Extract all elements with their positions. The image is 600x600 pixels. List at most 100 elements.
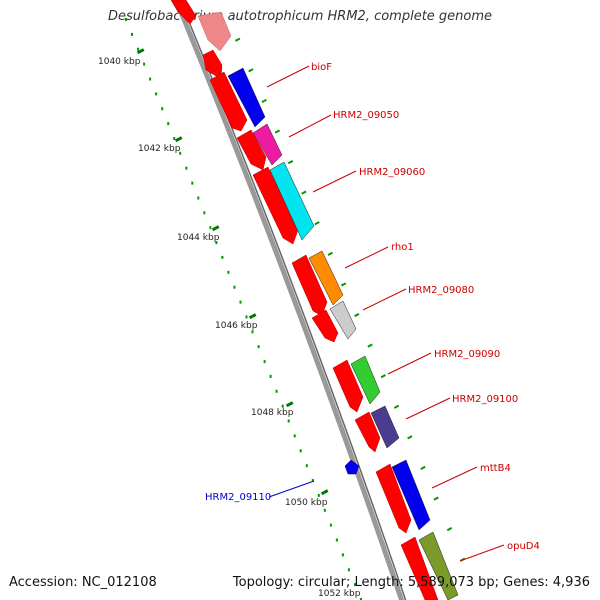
gene-HRM2_09100 [370,405,400,449]
cds-arrow [252,166,299,245]
outer-dash [367,343,373,348]
outer-dash [407,435,413,440]
ruler-tick [211,225,220,232]
ruler-dot [131,32,133,36]
gene-mttB4 [391,459,431,531]
ruler-dot [287,419,290,423]
outer-dash [446,527,453,532]
cds-arrow [209,71,248,132]
cds-arrow [202,49,223,80]
ruler-dot [149,77,152,81]
ruler-dot [281,404,284,408]
outer-dash [327,251,333,256]
ruler-dot [263,360,266,364]
ruler-dot [203,211,206,215]
gene-label-bioF: bioF [311,62,332,73]
ruler-dot [275,389,278,393]
cds-arrow [375,463,412,534]
ruler-label: 1040 kbp [98,57,141,67]
ruler-tick [174,136,183,143]
cds-reverse-strand [170,0,439,600]
cds-arrow [400,536,439,600]
gene-label-mttB4: mttB4 [480,463,511,474]
ruler-tick [320,489,329,496]
gene-label-HRM2_09060: HRM2_09060 [359,167,425,178]
cds-arrow [236,129,267,171]
ruler-tick [136,48,145,55]
gene-label-HRM2_09110: HRM2_09110 [205,492,271,503]
outer-dash [287,160,294,165]
ruler-dot [221,255,224,259]
outer-dash [248,68,254,73]
ruler-dot [269,374,272,378]
outer-dash [235,37,241,42]
ruler-dot [323,508,326,512]
ruler-label: 1052 kbp [318,589,361,599]
cds-arrow [354,411,381,453]
genome-summary-text: Topology: circular; Length: 5,589,073 bp… [232,575,590,590]
outer-dash [340,282,347,287]
outer-dash [301,190,307,195]
outer-dash [314,221,320,226]
gene-label-HRM2_09100: HRM2_09100 [452,394,518,405]
ruler-dot [251,330,254,334]
cds-arrow-faded [197,11,232,52]
ruler-dot [293,434,296,438]
ruler-tick [285,401,294,408]
ruler-dot [185,166,188,170]
accession-text: Accession: NC_012108 [9,575,157,590]
ruler-dot [215,241,218,245]
gene-HRM2_09080 [329,300,357,340]
gene-bioF [227,67,266,128]
ruler: 1040 kbp 1042 kbp 1044 kbp 1046 kbp 1048… [98,48,361,599]
ruler-dot [245,315,248,319]
outer-dash [380,374,386,379]
genome-backbone [173,0,407,600]
ruler-dot [191,181,194,185]
gene-label-rho1: rho1 [391,242,414,253]
gene-opuD4 [418,531,459,600]
ruler-dot [173,137,176,140]
ruler-label: 1048 kbp [251,408,294,418]
ruler-dot [179,151,182,155]
gene-label-opuD4: opuD4 [507,541,540,552]
cog-genes [227,67,459,600]
gene-labels: bioF HRM2_09050 HRM2_09060 rho1 HRM2_090… [205,62,540,552]
ruler-tick [248,313,257,320]
ruler-dot [167,122,170,126]
ruler-dot [155,92,158,96]
ruler-dot [354,583,356,587]
outer-dash [261,98,267,103]
ruler-dot [125,18,127,21]
ruler-dot [161,107,164,111]
outer-dash [354,312,360,318]
ruler-dot [257,345,260,349]
gene-HRM2_09050 [252,123,283,166]
outer-dash [433,496,439,501]
ruler-dots [125,18,466,600]
ruler-dot [239,300,242,304]
gene-HRM2_09060 [269,161,315,241]
gene-label-HRM2_09050: HRM2_09050 [333,110,399,121]
leader-lines [266,65,505,562]
outer-dash [274,129,281,134]
gene-label-HRM2_09090: HRM2_09090 [434,349,500,360]
ruler-dot [317,493,320,497]
gene-rho1 [308,250,344,306]
ruler-dot [341,553,344,557]
ruler-dot [347,568,350,572]
outer-dash [393,404,400,409]
ruler-label: 1042 kbp [138,144,181,154]
ruler-label: 1050 kbp [285,498,328,508]
ruler-dot [299,449,302,453]
gene-HRM2_09110 [344,459,360,475]
ruler-dot [143,62,146,66]
ruler-dot [360,598,362,600]
outer-dash [420,465,426,470]
gene-label-HRM2_09080: HRM2_09080 [408,285,474,296]
ruler-dot [233,285,236,289]
ruler-dot [335,538,338,542]
ruler-dot [227,270,230,274]
cds-arrow [291,254,328,317]
